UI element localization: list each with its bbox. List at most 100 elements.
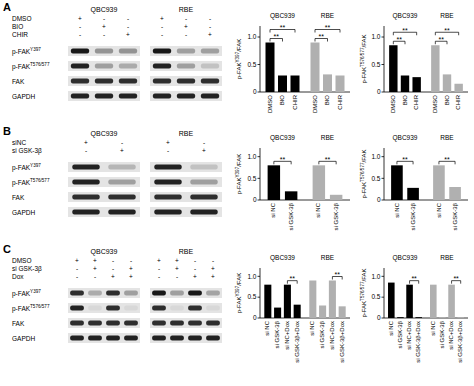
treatment-sign: + xyxy=(93,257,97,264)
x-tick-label: si GSK-3β xyxy=(439,320,445,348)
bar xyxy=(336,76,345,93)
blot-band xyxy=(70,336,84,341)
significance-label: ** xyxy=(319,33,325,40)
y-axis xyxy=(260,148,261,200)
blot-band xyxy=(170,321,184,326)
y-tick xyxy=(382,276,385,277)
y-axis-title-after: /FAK xyxy=(361,34,367,47)
y-axis xyxy=(260,268,261,318)
treatment-sign: - xyxy=(161,23,163,30)
bar xyxy=(457,317,464,318)
x-tick-label: si NC xyxy=(388,320,394,335)
bars xyxy=(264,281,345,319)
treatment-label: siNC xyxy=(12,139,26,146)
blot-strip xyxy=(68,76,140,86)
y-axis-title-sup: Y397 xyxy=(235,166,240,177)
y-axis-title: p-FAKT576/577/FAK xyxy=(360,34,367,83)
x-tick-label: DMSO xyxy=(312,95,318,113)
band-label-main: GAPDH xyxy=(12,93,35,100)
group-label: QBC939 xyxy=(270,134,295,142)
blot-band xyxy=(108,165,135,170)
band-label: p-FAKY397 xyxy=(12,47,41,55)
blot-band xyxy=(201,79,219,84)
chart: 00.51.0p-FAKY397/FAKsi NCsi GSK-3βsi NCs… xyxy=(235,134,350,230)
x-tick-label: si GSK-3β+Dox xyxy=(415,321,421,363)
blot-band xyxy=(72,180,99,185)
blot-band xyxy=(188,306,202,311)
blot-strip xyxy=(68,318,140,328)
treatment-sign: - xyxy=(185,31,187,38)
group-label: QBC939 xyxy=(270,12,295,20)
significance-label: ** xyxy=(444,27,450,34)
x-tick-label: si NC xyxy=(309,320,315,335)
blot-band xyxy=(201,64,219,69)
blot-band xyxy=(152,306,166,311)
treatment-sign: - xyxy=(185,15,187,22)
band-label: FAK xyxy=(12,194,25,201)
treatment-sign: + xyxy=(157,257,161,264)
x-tick-label: si GSK-3β xyxy=(319,320,325,348)
significance-label: ** xyxy=(453,275,459,282)
blot-band xyxy=(177,94,195,99)
x-tick-label: si GSK-3β+Dox xyxy=(339,321,345,363)
bar xyxy=(339,306,346,318)
blot-band xyxy=(119,79,137,84)
group-label: QBC939 xyxy=(270,254,295,262)
treatment-sign: - xyxy=(158,265,160,272)
blot-band xyxy=(106,336,120,341)
band-label: FAK xyxy=(12,320,25,327)
y-axis-title: p-FAKT576/577/FAK xyxy=(360,149,367,198)
y-tick-label: 0 xyxy=(253,196,257,203)
blot-band xyxy=(108,180,135,185)
bar xyxy=(388,283,395,318)
blot-band xyxy=(170,306,184,311)
bar xyxy=(264,285,271,318)
group-label: QBC939 xyxy=(393,12,418,20)
y-axis-title: p-FAKY397/FAK xyxy=(235,273,242,313)
y-tick xyxy=(382,318,385,319)
y-tick-label: 0 xyxy=(377,196,381,203)
bars xyxy=(391,165,461,200)
group-label: RBE xyxy=(321,254,335,261)
bar xyxy=(285,191,297,200)
group-label: RBE xyxy=(440,254,454,261)
treatment-sign: - xyxy=(79,23,81,30)
y-tick-label: 0.5 xyxy=(247,293,256,300)
y-axis-title: p-FAKY397/FAK xyxy=(235,154,242,194)
treatment-sign: - xyxy=(85,147,87,154)
y-axis-title-sup: Y397 xyxy=(235,51,240,62)
treatment-label: DMSO xyxy=(12,257,32,264)
chart: 00.51.0p-FAKY397/FAKDMSOBIOCHIRDMSOBIOCH… xyxy=(235,12,350,113)
y-axis-title-sup: T576/577 xyxy=(360,162,365,182)
band-label-main: p-FAK xyxy=(12,63,31,71)
chart: 00.51.0p-FAKY397/FAKsi NCsi GSK-3βsi NC+… xyxy=(235,254,350,363)
x-tick-label: si NC+Dox xyxy=(329,321,335,350)
significance-label: ** xyxy=(411,275,417,282)
treatment-sign: - xyxy=(209,15,211,22)
cell-line-label: RBE xyxy=(179,6,194,13)
chart: 00.51.0p-FAKT576/577/FAKsi NCsi GSK-3βsi… xyxy=(360,134,468,230)
blot-strip xyxy=(150,177,222,187)
cell-line-label: QBC939 xyxy=(91,130,118,138)
x-tick-label: CHIR xyxy=(337,94,343,109)
bar xyxy=(407,188,419,200)
x-axis xyxy=(260,318,350,319)
band-label-main: p-FAK xyxy=(12,305,31,313)
x-tick-label: DMSO xyxy=(267,95,273,113)
y-axis-title-after: /FAK xyxy=(361,268,367,281)
blot-band xyxy=(154,210,181,215)
background xyxy=(0,0,474,386)
bar xyxy=(454,84,462,92)
y-axis-title-main: p-FAK xyxy=(236,63,242,80)
panel-letter: B xyxy=(3,125,11,137)
blot-band xyxy=(119,49,137,54)
blot-strip xyxy=(150,91,222,101)
bar xyxy=(391,165,403,200)
treatment-sign: - xyxy=(94,273,96,280)
band-label-main: GAPDH xyxy=(12,335,35,342)
group-label: RBE xyxy=(440,12,454,19)
y-tick xyxy=(258,178,261,179)
treatment-sign: - xyxy=(212,257,214,264)
blot-band xyxy=(153,79,171,84)
blot-band xyxy=(190,195,217,200)
